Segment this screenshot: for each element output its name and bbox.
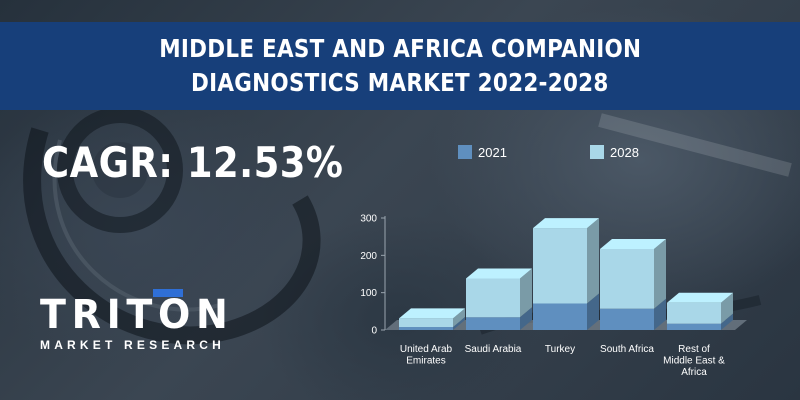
bar-2021-side: [721, 313, 733, 330]
category-label: Saudi Arabia: [465, 344, 522, 355]
cagr-text: CAGR: 12.53%: [42, 138, 344, 187]
title-banner: MIDDLE EAST AND AFRICA COMPANION DIAGNOS…: [0, 22, 800, 110]
bar-2021-front: [466, 317, 520, 330]
bar-2021-front: [533, 303, 587, 330]
category-label: Middle East &: [663, 356, 725, 367]
logo-wordmark: TRITON: [40, 292, 234, 338]
y-tick-label: 300: [360, 214, 377, 225]
bar-2028-side: [587, 218, 599, 304]
category-label: United Arab: [400, 344, 453, 355]
category-label: South Africa: [600, 344, 654, 355]
bar-2028-side: [654, 238, 666, 309]
logo-accent-bar: [153, 289, 183, 297]
bar-2028-front: [600, 248, 654, 309]
bar-2028-top: [533, 218, 599, 229]
bar-2028-front: [533, 228, 587, 304]
y-tick-label: 200: [360, 251, 377, 262]
bar-2021-side: [654, 298, 666, 330]
bar-2028-top: [466, 268, 532, 279]
category-label: Rest of: [678, 344, 710, 355]
category-label: Emirates: [406, 356, 445, 367]
bar-2028-side: [453, 308, 465, 328]
title-line-2: DIAGNOSTICS MARKET 2022-2028: [191, 68, 609, 97]
bar-2028-side: [721, 292, 733, 324]
legend-label: 2021: [478, 145, 507, 160]
bar-2028-front: [466, 278, 520, 318]
bar-2021-side: [587, 293, 599, 330]
y-tick-label: 0: [371, 326, 377, 337]
bar-2021-side: [453, 317, 465, 330]
bar-2028-front: [399, 318, 453, 328]
bar-2021-front: [667, 323, 721, 330]
bar-2028-top: [600, 238, 666, 249]
bar-2021-front: [399, 327, 453, 330]
title-line-1: MIDDLE EAST AND AFRICA COMPANION: [158, 34, 642, 63]
bar-2028-front: [667, 302, 721, 324]
bar-2021-front: [600, 308, 654, 330]
logo-subtitle: MARKET RESEARCH: [40, 338, 226, 352]
legend-swatch: [590, 145, 604, 159]
triton-logo: TRITON MARKET RESEARCH: [40, 289, 240, 355]
category-label: Turkey: [545, 344, 575, 355]
category-label: Africa: [681, 367, 707, 378]
legend-swatch: [458, 145, 472, 159]
bar-2028-side: [520, 268, 532, 318]
legend-label: 2028: [610, 145, 639, 160]
bar-2028-top: [667, 292, 733, 303]
bar-2028-top: [399, 308, 465, 319]
y-tick-label: 100: [360, 288, 377, 299]
bar-2021-side: [520, 307, 532, 330]
